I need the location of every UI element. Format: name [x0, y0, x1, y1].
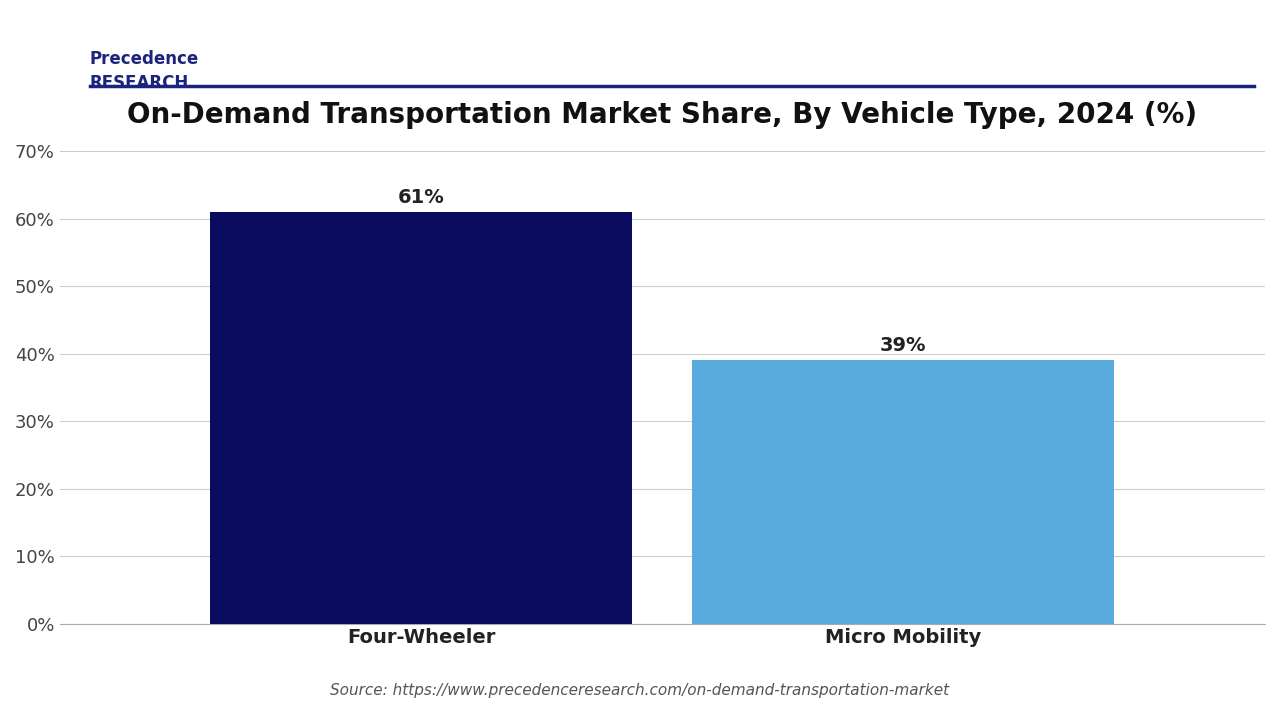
- Bar: [210, 212, 632, 624]
- Text: 61%: 61%: [398, 187, 444, 207]
- Bar: [692, 361, 1115, 624]
- Text: 39%: 39%: [881, 336, 927, 355]
- Title: On-Demand Transportation Market Share, By Vehicle Type, 2024 (%): On-Demand Transportation Market Share, B…: [127, 102, 1197, 130]
- Text: Precedence
RESEARCH: Precedence RESEARCH: [90, 50, 198, 92]
- Text: Source: https://www.precedenceresearch.com/on-demand-transportation-market: Source: https://www.precedenceresearch.c…: [330, 683, 950, 698]
